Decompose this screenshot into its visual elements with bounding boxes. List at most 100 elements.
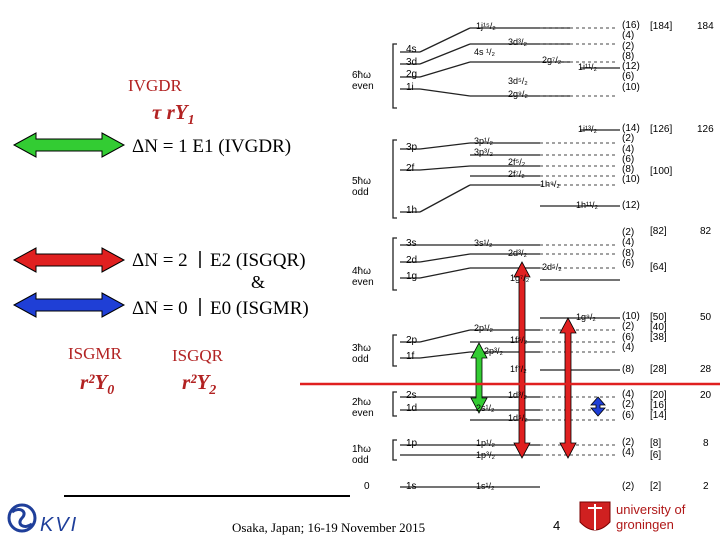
degeneracy: (2): [622, 40, 635, 52]
split-level: 1j¹⁵/₂: [476, 21, 496, 31]
shell-label-1hw: 1ħω odd: [352, 444, 371, 466]
cumulative: [2]: [650, 481, 662, 492]
groningen-logo-text: university of groningen: [616, 502, 685, 532]
blue-double-arrow: [12, 292, 126, 318]
groningen-line1: university of: [616, 502, 686, 517]
cumulative: [8]: [650, 438, 662, 449]
isgqr-operator-text: r²Y: [182, 370, 210, 394]
isgqr-title: ISGQR: [172, 346, 224, 365]
split-level: 1i¹³/₂: [578, 124, 597, 134]
degeneracy: (2): [622, 437, 635, 448]
red-double-arrow: [12, 247, 126, 273]
degeneracy: (2): [622, 133, 635, 145]
e0-label: E0 (ISGMR): [210, 298, 309, 319]
shell-6hw-value: 6ħω: [352, 70, 371, 81]
degeneracy: (4): [622, 30, 635, 42]
n-level-1g: 1g: [406, 271, 418, 282]
shell-label-0: 0: [364, 481, 370, 492]
n-level-2d: 2d: [406, 255, 418, 266]
split-level: 3p¹/₂: [474, 136, 494, 146]
split-level: 1g⁹/₂: [576, 312, 596, 322]
green-double-arrow: [12, 132, 126, 158]
shell-label-5hw: 5ħω odd: [352, 176, 371, 198]
n-level: 1i: [406, 81, 414, 93]
isgmr-operator-text: r²Y: [80, 370, 108, 394]
kvi-logo-icon: [7, 503, 37, 533]
split-level: 2d³/₂: [508, 248, 528, 258]
shell-2hw-parity: even: [352, 408, 374, 419]
degeneracy: (8): [622, 247, 635, 259]
n-level-1f: 1f: [406, 351, 415, 362]
cumulative: [64]: [650, 262, 667, 273]
degeneracy: (12): [622, 61, 640, 73]
degeneracy-col-5hw: (14) (2) (4) (6) (8) (10): [622, 123, 640, 186]
n-level-1h: 1h: [406, 205, 418, 216]
split-level: 1h¹¹/₂: [576, 200, 598, 210]
n-levels-6hw: 4s 3d 2g 1i: [406, 44, 417, 94]
degeneracy: (8): [622, 50, 635, 62]
degeneracy-col-1hw: (2) (4): [622, 437, 635, 459]
n-level: 2g: [406, 69, 418, 80]
split-level: 2s¹/₂: [476, 403, 495, 413]
degeneracy: (2): [622, 321, 635, 333]
split-level: 2g⁹/₂: [508, 89, 528, 99]
magic-number: 20: [700, 390, 712, 401]
split-level: 2f⁷/₂: [508, 169, 525, 179]
split-level: 2p³/₂: [484, 346, 504, 356]
ivgdr-title: IVGDR: [128, 76, 182, 95]
shell-3hw-value: 3ħω: [352, 343, 371, 354]
ivgdr-operator: τ rY1: [152, 100, 195, 129]
degeneracy: (4): [622, 341, 635, 353]
n-level-3s: 3s: [406, 238, 417, 249]
split-level: 1s¹/₂: [476, 481, 495, 491]
degeneracy: (6): [622, 257, 635, 269]
cumulative: [126]: [650, 124, 673, 135]
degeneracy: (6): [622, 409, 635, 421]
degeneracy-col-2hw: (4) (2) (6): [622, 389, 635, 421]
n-level-2s: 2s: [406, 390, 417, 401]
magic-number: 126: [697, 124, 714, 135]
degeneracy: (2): [622, 481, 635, 492]
n-level-1d: 1d: [406, 403, 418, 414]
degeneracy: (2): [622, 399, 635, 411]
dn2-label: ΔN = 2: [132, 250, 188, 271]
split-level: 3p³/₂: [474, 147, 494, 157]
split-level: 1g⁷/₂: [510, 273, 530, 283]
conference-label: Osaka, Japan; 16-19 November 2015: [232, 520, 426, 535]
degeneracy: (4): [622, 389, 635, 400]
split-level: 1d⁵/₂: [508, 413, 528, 423]
split-level: 1h⁹/₂: [540, 179, 560, 189]
ivgdr-operator-sub: 1: [187, 113, 195, 129]
shell-levels: [400, 27, 620, 488]
degeneracy: (12): [622, 200, 640, 211]
isgmr-operator: r²Y0: [80, 370, 114, 399]
shell-label-6hw: 6ħω even: [352, 70, 374, 92]
shell-label-3hw: 3ħω odd: [352, 343, 371, 365]
red-transition-arrow-1: [513, 261, 531, 459]
cumulative: [100]: [650, 166, 673, 177]
shell-3hw-parity: odd: [352, 354, 369, 365]
degeneracy-col-3hw: (10) (2) (6) (4): [622, 311, 640, 353]
isgmr-title: ISGMR: [68, 344, 122, 363]
split-level: 3d⁵/₂: [508, 76, 528, 86]
degeneracy: (4): [622, 447, 635, 459]
degeneracy: (4): [622, 143, 635, 155]
shell-label-2hw: 2ħω even: [352, 397, 374, 419]
split-level: 3d³/₂: [508, 37, 528, 47]
split-level: 1f⁷/₂: [510, 364, 527, 374]
n-level-1p: 1p: [406, 438, 418, 449]
shell-4hw-parity: even: [352, 277, 374, 288]
split-level: 2f⁵/₂: [508, 157, 526, 167]
degeneracy-col-6hw: (16) (4) (2) (8) (12) (6) (10): [622, 20, 640, 93]
magic-number: 2: [703, 481, 709, 492]
blue-transition-arrow: [590, 396, 606, 417]
n-level-3p: 3p: [406, 142, 418, 153]
cumulative: [184]: [650, 21, 673, 32]
isgqr-operator-sub: 2: [209, 383, 217, 399]
degeneracy: (8): [622, 364, 635, 375]
shell-5hw-value: 5ħω: [352, 176, 371, 187]
isgmr-operator-sub: 0: [107, 383, 115, 399]
shell-2hw-value: 2ħω: [352, 397, 371, 408]
degeneracy: (16): [622, 20, 640, 31]
